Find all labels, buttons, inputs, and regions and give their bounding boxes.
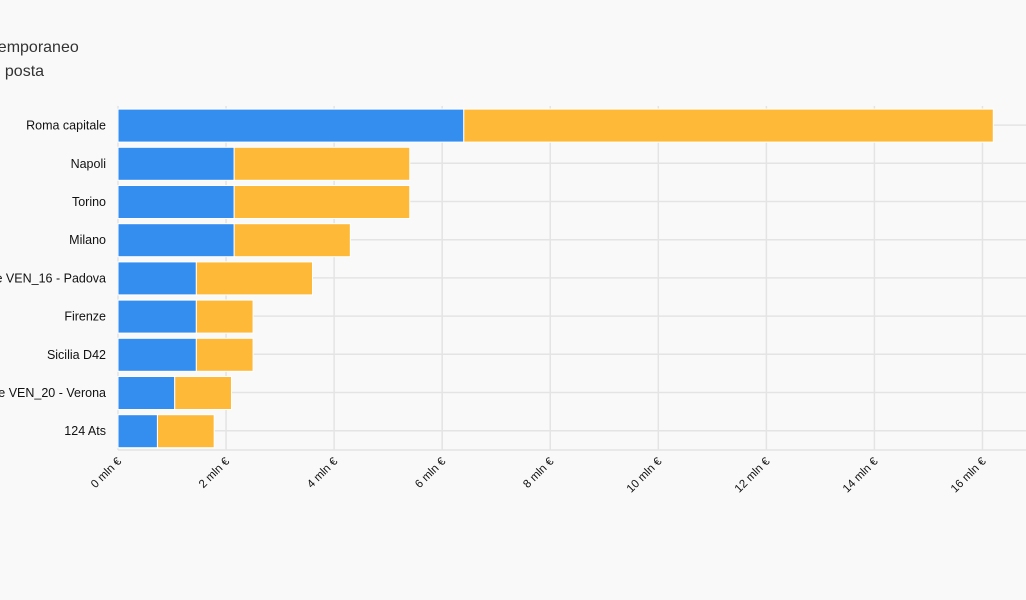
- x-tick-label-3: 6 mln €: [413, 455, 449, 491]
- bar-3-series-0[interactable]: [117, 223, 235, 258]
- category-label-6: Sicilia D42: [47, 348, 106, 362]
- bar-1-series-0[interactable]: [117, 146, 235, 181]
- category-label-3: Milano: [69, 233, 106, 247]
- x-tick-label-2: 4 mln €: [305, 455, 341, 491]
- bar-5-series-0[interactable]: [117, 299, 197, 334]
- chart-title-line-1: g temporaneo: [0, 39, 79, 56]
- category-label-8: 124 Ats: [64, 424, 106, 438]
- bars: [117, 108, 994, 449]
- bar-5-series-1[interactable]: [195, 299, 254, 334]
- x-axis-tick-labels: 0 mln € 2 mln € 4 mln € 6 mln € 8 mln € 10 ml…: [89, 455, 989, 495]
- x-tick-label-8: 16 mln €: [949, 455, 989, 495]
- x-tick-label-1: 2 mln €: [197, 455, 233, 491]
- bar-8-series-0[interactable]: [117, 414, 158, 449]
- chart-title-line-2: i di posta: [0, 63, 45, 80]
- bar-2-series-1[interactable]: [233, 185, 411, 219]
- bar-7-series-1[interactable]: [174, 376, 232, 410]
- bar-6-series-0[interactable]: [117, 337, 197, 372]
- bar-7-series-0[interactable]: [117, 376, 176, 410]
- x-tick-label-0: 0 mln €: [89, 455, 125, 491]
- bar-0-series-0[interactable]: [117, 108, 465, 143]
- bar-4-series-0[interactable]: [117, 261, 197, 296]
- category-label-4: le VEN_16 - Padova: [0, 271, 106, 285]
- x-tick-label-6: 12 mln €: [733, 455, 773, 495]
- category-labels: Roma capitale Napoli Torino Milano le VEN_16…: [0, 119, 106, 439]
- bar-6-series-1[interactable]: [195, 337, 254, 372]
- bar-4-series-1[interactable]: [195, 261, 314, 296]
- category-label-1: Napoli: [71, 157, 106, 171]
- bar-3-series-1[interactable]: [233, 223, 351, 258]
- bar-2-series-0[interactable]: [117, 185, 235, 219]
- category-label-2: Torino: [72, 195, 106, 209]
- category-label-7: le VEN_20 - Verona: [0, 386, 106, 400]
- bar-0-series-1[interactable]: [463, 108, 994, 143]
- x-tick-label-7: 14 mln €: [841, 455, 881, 495]
- chart-title: g temporaneo i di posta: [0, 36, 79, 84]
- bar-8-series-1[interactable]: [156, 414, 215, 449]
- category-label-5: Firenze: [64, 310, 106, 324]
- bar-1-series-1[interactable]: [233, 146, 411, 181]
- category-label-0: Roma capitale: [26, 119, 106, 133]
- x-tick-label-4: 8 mln €: [521, 455, 557, 491]
- x-tick-label-5: 10 mln €: [625, 455, 665, 495]
